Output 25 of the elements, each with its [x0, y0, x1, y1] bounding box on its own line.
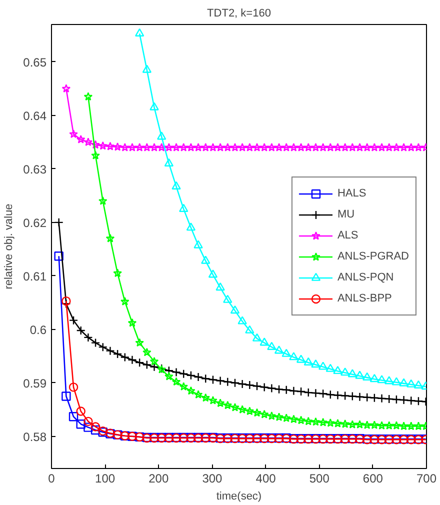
x-tick-label: 300 — [202, 472, 223, 486]
y-tick-label: 0.65 — [23, 55, 47, 70]
x-tick-label: 100 — [95, 472, 116, 486]
x-tick-label: 400 — [256, 472, 276, 486]
legend-label: HALS — [337, 186, 366, 202]
y-tick-label: 0.62 — [23, 216, 47, 230]
legend-label: MU — [337, 208, 356, 222]
y-tick-label: 0.6 — [30, 322, 47, 337]
chart-title: TDT2, k=160 — [207, 8, 271, 20]
y-tick-label: 0.58 — [23, 430, 47, 444]
y-tick-label: 0.63 — [23, 162, 47, 176]
y-tick-label: 0.61 — [23, 269, 47, 284]
x-tick-label: 200 — [148, 472, 169, 486]
legend-label: ANLS-BPP — [337, 292, 392, 306]
x-axis-title: time(sec) — [216, 490, 262, 502]
legend-label: ANLS-PGRAD — [337, 250, 409, 264]
x-tick-label: 600 — [362, 472, 384, 486]
x-tick-label: 500 — [309, 472, 330, 486]
legend-label: ALS — [337, 228, 358, 244]
x-tick-label: 0 — [48, 472, 56, 486]
y-axis-title: relative obj. value — [3, 204, 16, 290]
legend-label: ANLS-PQN — [337, 270, 394, 286]
y-tick-label: 0.64 — [23, 108, 47, 123]
x-tick-label: 700 — [416, 472, 437, 486]
y-tick-label: 0.59 — [23, 376, 47, 390]
